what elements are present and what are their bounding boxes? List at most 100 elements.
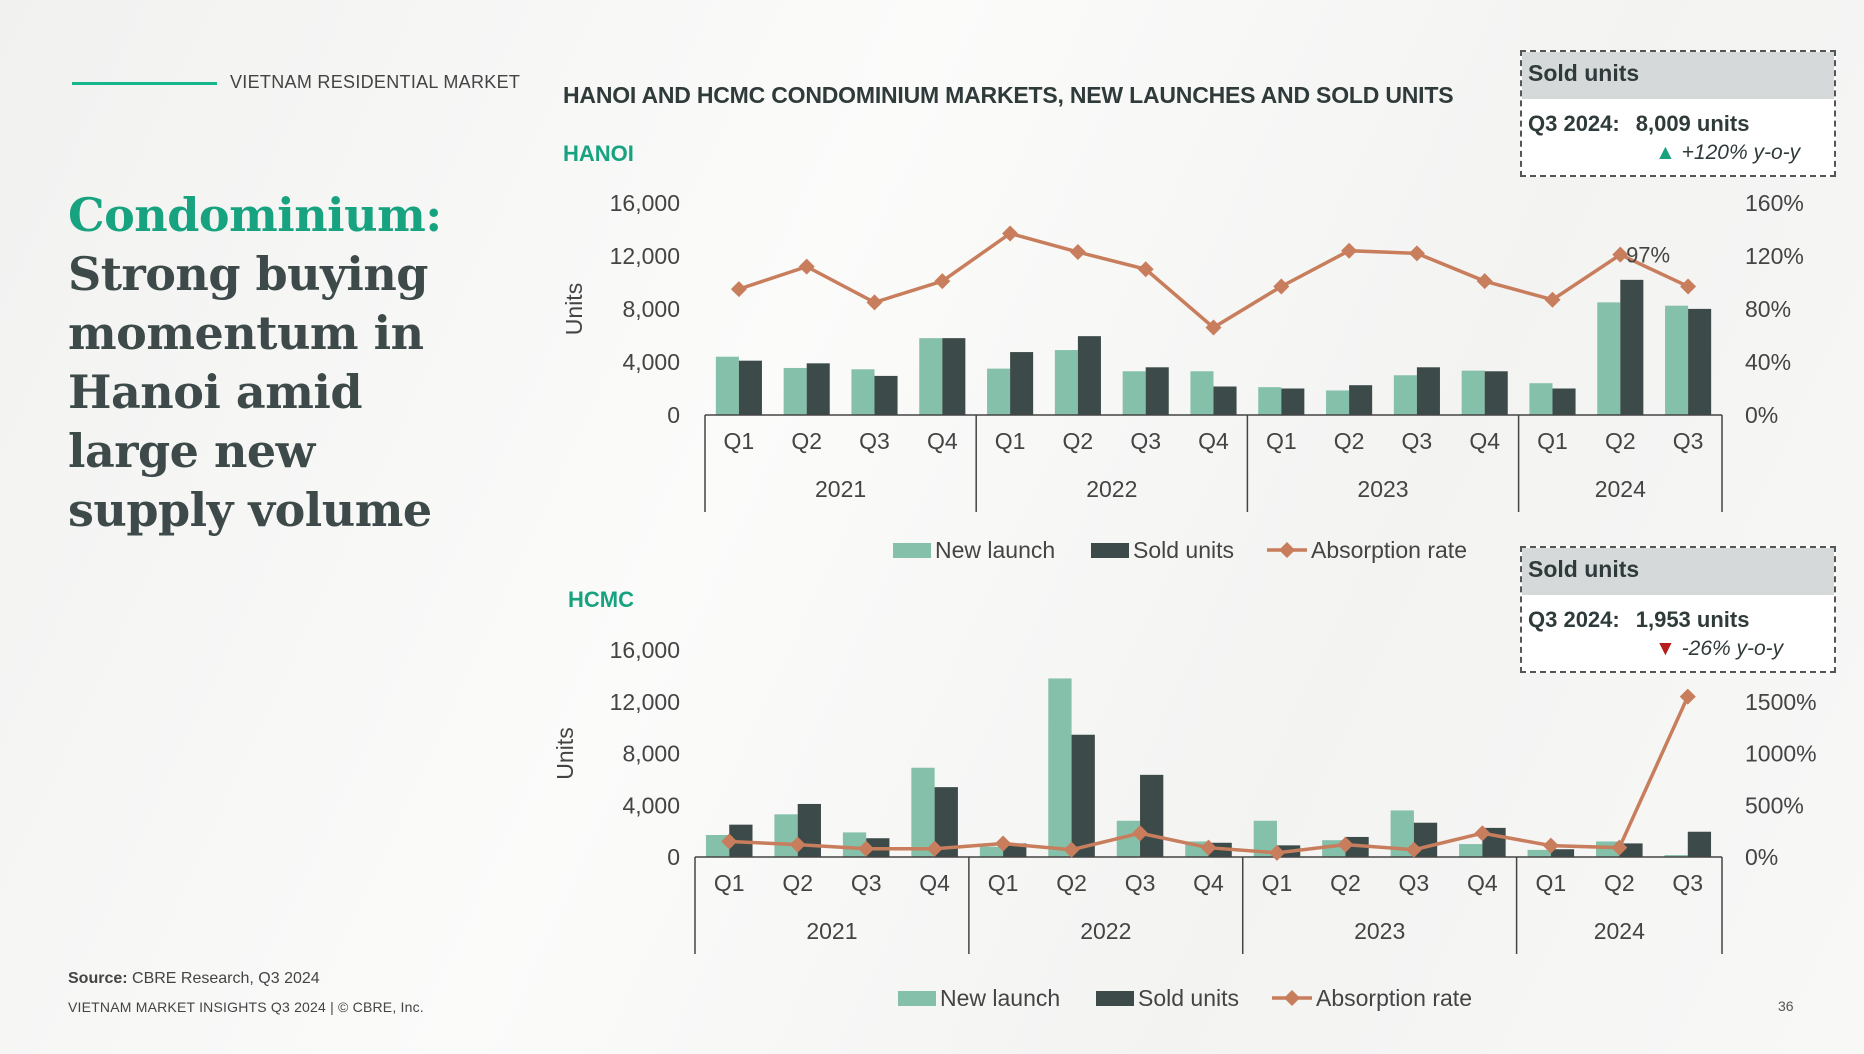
c0-bar-new-launch — [1665, 305, 1689, 415]
c1-absorption-marker — [721, 833, 738, 850]
c1-x-tick-label: Q2 — [1056, 870, 1087, 896]
c0-bar-sold-units — [1145, 367, 1169, 415]
c0-absorption-marker — [1002, 225, 1019, 242]
callout-hanoi-row: Q3 2024: 8,009 units — [1522, 99, 1834, 137]
c0-absorption-marker — [1544, 291, 1561, 308]
c0-year-label: 2023 — [1357, 476, 1408, 502]
c0-absorption-marker — [1612, 246, 1629, 263]
c0-bar-sold-units — [1552, 388, 1576, 415]
c1-absorption-marker — [789, 836, 806, 853]
c1-absorption-marker — [1063, 841, 1080, 858]
c0-bar-new-launch — [851, 369, 875, 415]
c1-y2-tick-label: 1000% — [1745, 741, 1817, 767]
c1-absorption-marker — [858, 840, 875, 857]
c0-x-tick-label: Q1 — [724, 428, 755, 454]
c1-absorption-marker — [1679, 688, 1696, 705]
callout-hcmc-change-text: -26% y-o-y — [1681, 637, 1784, 660]
c1-absorption-marker — [926, 840, 943, 857]
c0-absorption-marker — [866, 294, 883, 311]
c0-bar-new-launch — [919, 338, 943, 415]
c0-data-label: 97% — [1626, 242, 1670, 267]
c0-x-tick-label: Q2 — [1063, 428, 1094, 454]
c1-absorption-marker — [1405, 841, 1422, 858]
callout-hanoi-change-text: +120% y-o-y — [1681, 141, 1801, 164]
c0-x-tick-label: Q3 — [859, 428, 890, 454]
c0-y-tick-label: 8,000 — [622, 296, 680, 322]
c0-x-tick-label: Q1 — [1537, 428, 1568, 454]
c1-bar-new-launch — [1390, 810, 1414, 857]
c0-x-tick-label: Q1 — [1266, 428, 1297, 454]
c0-bar-sold-units — [1281, 388, 1305, 415]
c0-bar-new-launch — [1190, 371, 1214, 415]
callout-hcmc-change: ▼ -26% y-o-y — [1522, 633, 1834, 671]
callout-hcmc-head: Sold units — [1522, 548, 1834, 595]
c1-x-tick-label: Q4 — [1467, 870, 1498, 896]
c1-bar-sold-units — [1550, 849, 1575, 857]
c1-y-tick-label: 12,000 — [610, 689, 680, 715]
c1-y2-tick-label: 500% — [1745, 792, 1804, 818]
c1-legend-swatch-new-launch — [898, 991, 936, 1006]
c0-bar-sold-units — [874, 375, 898, 415]
headline-accent: Condominium: — [68, 188, 442, 242]
c1-year-label: 2023 — [1354, 918, 1405, 944]
callout-hanoi-period: Q3 2024: — [1528, 111, 1620, 136]
callout-hanoi-value: 8,009 units — [1635, 111, 1750, 136]
c1-x-tick-label: Q1 — [1535, 870, 1566, 896]
c0-absorption-marker — [798, 258, 815, 275]
c0-y-axis-label: Units — [561, 283, 587, 335]
c1-bar-new-launch — [774, 814, 798, 857]
c1-y-tick-label: 0 — [667, 844, 680, 870]
c0-x-tick-label: Q2 — [791, 428, 822, 454]
c0-absorption-marker — [1273, 278, 1290, 295]
c0-y2-tick-label: 80% — [1745, 296, 1791, 322]
c1-x-tick-label: Q1 — [1262, 870, 1293, 896]
c1-y2-tick-label: 0% — [1745, 844, 1778, 870]
source-text: CBRE Research, Q3 2024 — [127, 970, 320, 987]
c1-year-label: 2021 — [806, 918, 857, 944]
c1-y-tick-label: 16,000 — [610, 637, 680, 663]
c0-absorption-marker — [1341, 242, 1358, 259]
c0-y2-tick-label: 120% — [1745, 243, 1804, 269]
c1-x-tick-label: Q2 — [1604, 870, 1635, 896]
c1-bar-sold-units — [1140, 774, 1164, 857]
chart-title: HANOI AND HCMC CONDOMINIUM MARKETS, NEW … — [563, 82, 1454, 108]
c0-bar-new-launch — [987, 368, 1011, 415]
c0-year-label: 2022 — [1086, 476, 1137, 502]
callout-hanoi-head: Sold units — [1522, 52, 1834, 99]
c0-y-tick-label: 0 — [667, 402, 680, 428]
c1-legend-marker-absorption — [1284, 990, 1300, 1006]
c0-bar-sold-units — [1688, 308, 1712, 415]
c1-bar-new-launch — [1253, 820, 1277, 857]
c0-absorption-marker — [934, 273, 951, 290]
c0-y2-tick-label: 0% — [1745, 402, 1778, 428]
c1-absorption-marker — [1542, 837, 1559, 854]
c1-y-axis-label: Units — [552, 727, 578, 779]
c1-bar-new-launch — [911, 767, 935, 857]
c0-bar-sold-units — [1484, 371, 1508, 415]
c1-absorption-marker — [1474, 825, 1491, 842]
c0-bar-sold-units — [1010, 352, 1034, 415]
c0-y-tick-label: 4,000 — [622, 349, 680, 375]
source-note: Source: CBRE Research, Q3 2024 — [68, 970, 320, 988]
callout-hcmc-value: 1,953 units — [1635, 607, 1750, 632]
c0-legend-swatch-new-launch — [893, 543, 931, 558]
c0-absorption-marker — [730, 281, 747, 298]
c1-y-tick-label: 4,000 — [622, 792, 680, 818]
c0-absorption-marker — [1476, 273, 1493, 290]
c1-bar-new-launch — [1048, 678, 1072, 857]
c0-bar-sold-units — [1620, 279, 1644, 415]
c0-x-tick-label: Q3 — [1130, 428, 1161, 454]
c0-bar-sold-units — [1213, 386, 1237, 415]
c1-bar-new-launch — [979, 846, 1004, 857]
c0-x-tick-label: Q2 — [1334, 428, 1365, 454]
c0-y-tick-label: 12,000 — [610, 243, 680, 269]
c0-x-tick-label: Q3 — [1673, 428, 1704, 454]
c0-x-tick-label: Q2 — [1605, 428, 1636, 454]
page-number: 36 — [1778, 998, 1794, 1014]
kicker-rule — [72, 82, 217, 85]
c0-bar-sold-units — [806, 363, 830, 415]
c1-absorption-marker — [1337, 836, 1354, 853]
callout-hcmc-row: Q3 2024: 1,953 units — [1522, 595, 1834, 633]
c0-bar-sold-units — [942, 338, 966, 415]
